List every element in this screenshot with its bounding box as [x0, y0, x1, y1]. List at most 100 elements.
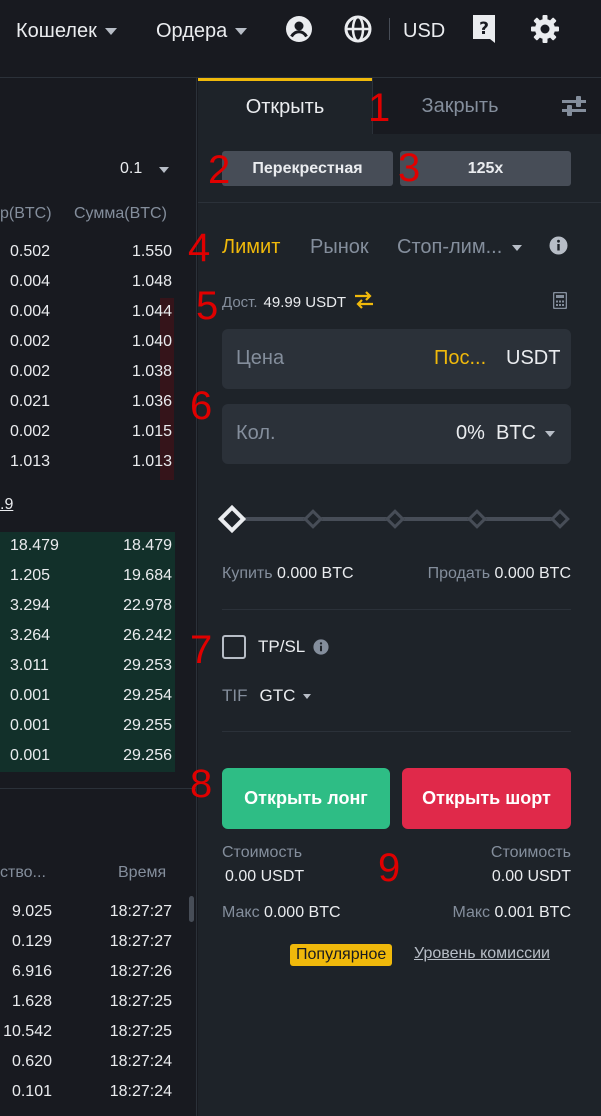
- quantity-placeholder: Кол.: [236, 422, 276, 444]
- leverage-button[interactable]: 125x: [400, 151, 571, 186]
- globe-icon[interactable]: [343, 14, 373, 44]
- ask-amount: 0.002: [10, 423, 51, 440]
- fee-level-link[interactable]: Уровень комиссии: [414, 945, 550, 962]
- ask-row[interactable]: 0.502 1.550: [0, 238, 197, 268]
- caret-down-icon: [158, 167, 169, 173]
- orders-menu[interactable]: Ордера: [156, 18, 248, 44]
- annotation-2: 2: [208, 148, 231, 192]
- trade-row[interactable]: 6.916 18:27:26: [0, 958, 197, 988]
- trade-row[interactable]: 0.101 18:27:24: [0, 1078, 197, 1108]
- ask-row[interactable]: 0.002 1.038: [0, 358, 197, 388]
- bid-row[interactable]: 3.264 26.242: [0, 622, 197, 652]
- trade-time: 18:27:27: [109, 933, 172, 950]
- tpsl-checkbox[interactable]: [222, 635, 246, 659]
- annotation-4: 4: [188, 226, 211, 270]
- sliders-icon[interactable]: [547, 78, 601, 134]
- bid-amount: 18.479: [10, 537, 59, 554]
- bid-row[interactable]: 0.001 29.255: [0, 712, 197, 742]
- order-type-limit[interactable]: Лимит: [222, 236, 281, 258]
- bid-row[interactable]: 18.479 18.479: [0, 532, 197, 562]
- tif-selector[interactable]: TIF GTC: [222, 686, 312, 706]
- ask-amount: 0.002: [10, 333, 51, 350]
- annotation-1: 1: [368, 86, 391, 130]
- transfer-icon[interactable]: [354, 291, 374, 313]
- order-form-panel: Открыть Закрыть Перекрестная 125x Лимит …: [198, 78, 601, 1116]
- bid-row[interactable]: 3.011 29.253: [0, 652, 197, 682]
- ask-row[interactable]: 0.021 1.036: [0, 388, 197, 418]
- ask-row[interactable]: 0.004 1.044: [0, 298, 197, 328]
- bid-row[interactable]: 3.294 22.978: [0, 592, 197, 622]
- calculator-icon[interactable]: [552, 291, 568, 314]
- ask-total: 1.040: [131, 333, 172, 350]
- annotation-7: 7: [190, 628, 213, 672]
- bid-total: 18.479: [123, 537, 172, 554]
- position-tabs: Открыть Закрыть: [198, 78, 601, 134]
- info-icon[interactable]: [313, 639, 329, 660]
- slider-mark-100[interactable]: [550, 509, 570, 529]
- currency-label: USD: [403, 19, 446, 42]
- bid-amount: 3.294: [10, 597, 51, 614]
- open-short-button[interactable]: Открыть шорт: [402, 768, 571, 829]
- order-type-stop-limit[interactable]: Стоп-лим...: [397, 236, 523, 259]
- order-type-market[interactable]: Рынок: [310, 236, 369, 258]
- buy-amount: Купить 0.000 BTC: [222, 565, 354, 583]
- bid-amount: 3.264: [10, 627, 51, 644]
- quantity-input[interactable]: Кол. 0% BTC: [222, 404, 571, 464]
- ask-row[interactable]: 0.002 1.040: [0, 328, 197, 358]
- bid-amount: 1.205: [10, 567, 51, 584]
- ask-total: 1.015: [131, 423, 172, 440]
- tab-open[interactable]: Открыть: [198, 78, 372, 134]
- trade-row[interactable]: 9.025 18:27:27: [0, 898, 197, 928]
- trade-row[interactable]: 0.620 18:27:24: [0, 1048, 197, 1078]
- info-icon[interactable]: [549, 236, 568, 260]
- ask-total: 1.036: [131, 393, 172, 410]
- slider-mark-75[interactable]: [467, 509, 487, 529]
- ask-total: 1.013: [131, 453, 172, 470]
- ask-total: 1.048: [131, 273, 172, 290]
- cost-value-long: 0.00 USDT: [225, 868, 305, 885]
- bid-row[interactable]: 0.001 29.254: [0, 682, 197, 712]
- tab-close[interactable]: Закрыть: [372, 78, 547, 134]
- precision-selector[interactable]: 0.1: [120, 160, 169, 178]
- ask-row[interactable]: 0.002 1.015: [0, 418, 197, 448]
- gear-icon[interactable]: [530, 14, 560, 44]
- mid-price[interactable]: .9: [0, 496, 14, 513]
- trades-scrollbar[interactable]: [189, 896, 194, 922]
- ask-row[interactable]: 1.013 1.013: [0, 448, 197, 478]
- trade-row[interactable]: 10.542 18:27:25: [0, 1018, 197, 1048]
- currency-selector[interactable]: USD: [403, 18, 445, 44]
- bid-row[interactable]: 1.205 19.684: [0, 562, 197, 592]
- last-price-button[interactable]: Пос...: [434, 347, 487, 369]
- wallet-menu[interactable]: Кошелек: [16, 18, 117, 44]
- user-icon[interactable]: [284, 14, 314, 44]
- slider-mark-25[interactable]: [303, 509, 323, 529]
- margin-mode-button[interactable]: Перекрестная: [222, 151, 393, 186]
- bid-total: 26.242: [123, 627, 172, 644]
- slider-mark-50[interactable]: [385, 509, 405, 529]
- max-short: Макс 0.001 BTC: [452, 904, 571, 922]
- trade-qty: 1.628: [11, 993, 52, 1010]
- annotation-9: 9: [378, 846, 401, 890]
- open-long-button[interactable]: Открыть лонг: [222, 768, 390, 829]
- ask-row[interactable]: 0.004 1.048: [0, 268, 197, 298]
- price-input[interactable]: Цена Пос... USDT: [222, 329, 571, 389]
- orders-label: Ордера: [156, 19, 228, 42]
- max-value-short: 0.001 BTC: [494, 904, 571, 921]
- help-icon[interactable]: ?: [469, 14, 499, 44]
- open-long-label: Открыть лонг: [244, 788, 368, 808]
- slider-handle[interactable]: [217, 504, 247, 534]
- topbar-separator: [389, 18, 390, 40]
- trade-row[interactable]: 0.129 18:27:27: [0, 928, 197, 958]
- bid-total: 29.256: [123, 747, 172, 764]
- bid-total: 29.255: [123, 717, 172, 734]
- trade-time: 18:27:27: [109, 903, 172, 920]
- ask-total: 1.550: [131, 243, 172, 260]
- caret-down-icon: [104, 27, 117, 35]
- caret-down-icon: [512, 244, 523, 251]
- bid-total: 19.684: [123, 567, 172, 584]
- max-long: Макс 0.000 BTC: [222, 904, 341, 922]
- cost-label-long: Стоимость: [222, 844, 303, 861]
- bid-row[interactable]: 0.001 29.256: [0, 742, 197, 772]
- quantity-unit-selector[interactable]: BTC: [496, 422, 555, 445]
- trade-row[interactable]: 1.628 18:27:25: [0, 988, 197, 1018]
